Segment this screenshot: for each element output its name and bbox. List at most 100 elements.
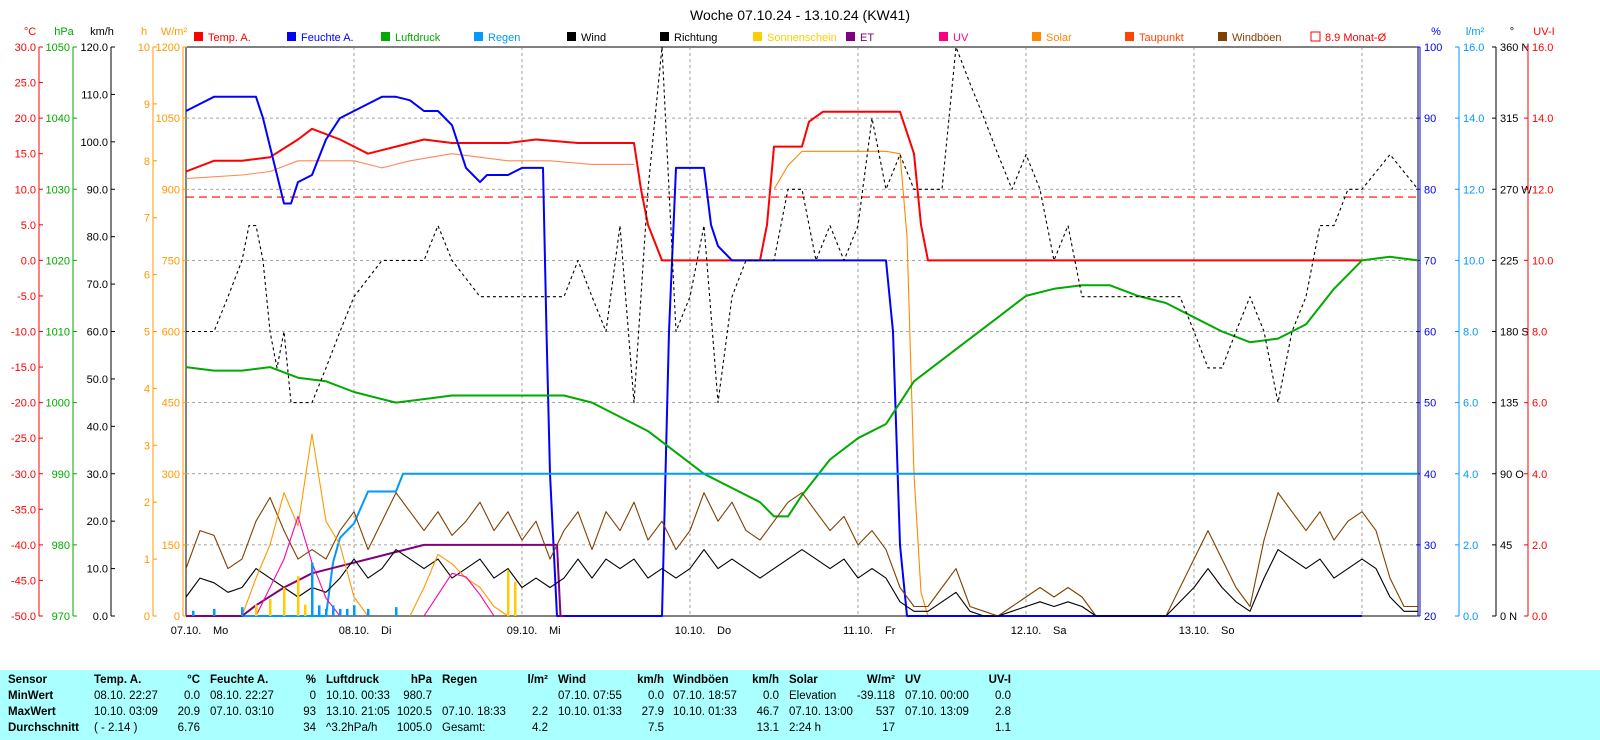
stats-cell-value: 1.1 <box>995 722 1011 734</box>
legend-swatch <box>287 32 296 41</box>
axis-tick-label: 270 W <box>1500 184 1532 196</box>
axis-tick-label: 90 <box>1424 113 1436 125</box>
series-solar-tag3 <box>409 553 509 617</box>
x-tick-date: 13.10. <box>1179 625 1210 637</box>
legend-label: Luftdruck <box>395 32 441 44</box>
axis-tick-label: 980 <box>52 540 70 552</box>
bar-regen-stunde <box>346 608 349 616</box>
stats-header: Solar <box>789 674 818 686</box>
legend-swatch <box>939 32 948 41</box>
series-uv <box>255 515 341 617</box>
legend-label: 8.9 Monat-Ø <box>1325 32 1387 44</box>
axis-tick-label: 12.0 <box>1463 184 1484 196</box>
left-axes: 30.025.020.015.010.05.00.0-5.0-10.0-15.0… <box>11 42 187 623</box>
axis-tick-label: 10 <box>138 42 150 54</box>
x-tick-day: Fr <box>885 625 896 637</box>
axis-tick-label: 8.0 <box>1532 327 1547 339</box>
axis-tick-label: 4.0 <box>1532 469 1547 481</box>
stats-cell-value: 2.8 <box>995 706 1011 718</box>
axis-tick-label: 0 <box>174 611 180 623</box>
axis-tick-label: 1010 <box>46 327 70 339</box>
bar-sonnenschein <box>297 576 300 616</box>
stats-header: Feuchte A. <box>210 674 269 686</box>
stats-cell-label: Gesamt: <box>442 722 486 734</box>
axis-tick-label: 20 <box>1424 611 1436 623</box>
stats-cell-label: 2:24 h <box>789 722 821 734</box>
stats-cell-label: 08.10. 22:27 <box>210 690 274 702</box>
bar-regen-stunde <box>241 607 244 616</box>
axis-unit-label: h <box>141 26 147 38</box>
axis-tick-label: 12.0 <box>1532 184 1553 196</box>
axis-tick-label: 1020 <box>46 255 70 267</box>
axis-headers: °C hPa km/h h W/m²% l/m² ° UV-I <box>24 26 1555 38</box>
bar-regen-stunde <box>318 605 321 616</box>
axis-unit-label: km/h <box>90 26 114 38</box>
stats-cell-label: ^3.2hPa/h <box>326 722 378 734</box>
axis-unit-label: W/m² <box>161 26 188 38</box>
stats-cell-label: 10.10. 01:33 <box>673 706 737 718</box>
axis-tick-label: 90.0 <box>87 184 108 196</box>
axis-tick-label: 10.0 <box>1532 255 1553 267</box>
x-tick-date: 09.10. <box>507 625 538 637</box>
stats-row-label: MaxWert <box>8 706 56 718</box>
axis-tick-label: 900 <box>162 184 180 196</box>
stats-header: UV <box>905 674 921 686</box>
series-luftdruck <box>185 255 1419 518</box>
stats-cell-value: -39.118 <box>856 690 895 702</box>
stats-header-unit: W/m² <box>866 674 895 686</box>
x-tick-date: 10.10. <box>675 625 706 637</box>
x-axis: 07.10. Mo 08.10. Di 09.10. Mi 10.10. Do 11.10. Fr… <box>171 625 1235 637</box>
legend-swatch <box>1125 32 1134 41</box>
axis-tick-label: 10.0 <box>87 564 108 576</box>
axis-tick-label: 180 S <box>1500 327 1529 339</box>
axis-tick-label: 50.0 <box>87 374 108 386</box>
axis-tick-label: 970 <box>52 611 70 623</box>
stats-cell-value: 20.9 <box>177 706 200 718</box>
axis-tick-label: 100 <box>1424 42 1442 54</box>
series-feuchte-a- <box>185 95 1362 617</box>
stats-row-label: MinWert <box>8 690 54 702</box>
axis-tick-label: 5 <box>144 327 150 339</box>
x-tick-date: 12.10. <box>1011 625 1042 637</box>
bar-regen-stunde <box>213 608 216 616</box>
axis-tick-label: 14.0 <box>1532 113 1553 125</box>
right-axes: 100 90 80 70 60 50 40 30 20 16.0 14.0 12.0 10.0 8.0 6.… <box>1416 42 1553 623</box>
axis-tick-label: -35.0 <box>11 504 36 516</box>
legend-swatch <box>194 32 203 41</box>
legend-label: UV <box>953 32 969 44</box>
bar-sonnenschein <box>269 598 272 616</box>
x-tick-day: Di <box>381 625 391 637</box>
x-tick-date: 08.10. <box>339 625 370 637</box>
stats-cell-value: 17 <box>882 722 895 734</box>
stats-cell-value: 980.7 <box>403 690 432 702</box>
axis-tick-label: 80.0 <box>87 232 108 244</box>
axis-tick-label: 1000 <box>46 398 70 410</box>
axis-tick-label: 2.0 <box>1532 540 1547 552</box>
stats-header-unit: °C <box>187 674 200 686</box>
axis-tick-label: 15.0 <box>15 149 36 161</box>
series-windb-en <box>185 492 1418 617</box>
axis-tick-label: 1040 <box>46 113 70 125</box>
stats-header: Regen <box>442 674 478 686</box>
axis-tick-label: 110.0 <box>81 89 108 101</box>
axis-tick-label: 60 <box>1424 327 1436 339</box>
stats-cell-label: 13.10. 21:05 <box>326 706 390 718</box>
stats-header-unit: UV-I <box>988 674 1011 686</box>
x-tick-day: Do <box>717 625 731 637</box>
stats-cell-label: ( - 2.14 ) <box>94 722 138 734</box>
x-tick-day: Mi <box>549 625 561 637</box>
axis-tick-label: 16.0 <box>1463 42 1484 54</box>
series-solar <box>241 433 369 617</box>
axis-unit-label: l/m² <box>1466 26 1485 38</box>
axis-tick-label: 60.0 <box>87 327 108 339</box>
legend-label: Solar <box>1046 32 1072 44</box>
axis-unit-label: UV-I <box>1533 26 1554 38</box>
series-solar-tag4 <box>773 150 929 617</box>
axis-tick-label: 40 <box>1424 469 1436 481</box>
legend-swatch <box>1218 32 1227 41</box>
x-tick-day: Sa <box>1053 625 1067 637</box>
axis-unit-label: °C <box>24 26 36 38</box>
stats-header: Luftdruck <box>326 674 380 686</box>
stats-cell-label: 07.10. 18:57 <box>673 690 737 702</box>
stats-cell-value: 27.9 <box>641 706 664 718</box>
